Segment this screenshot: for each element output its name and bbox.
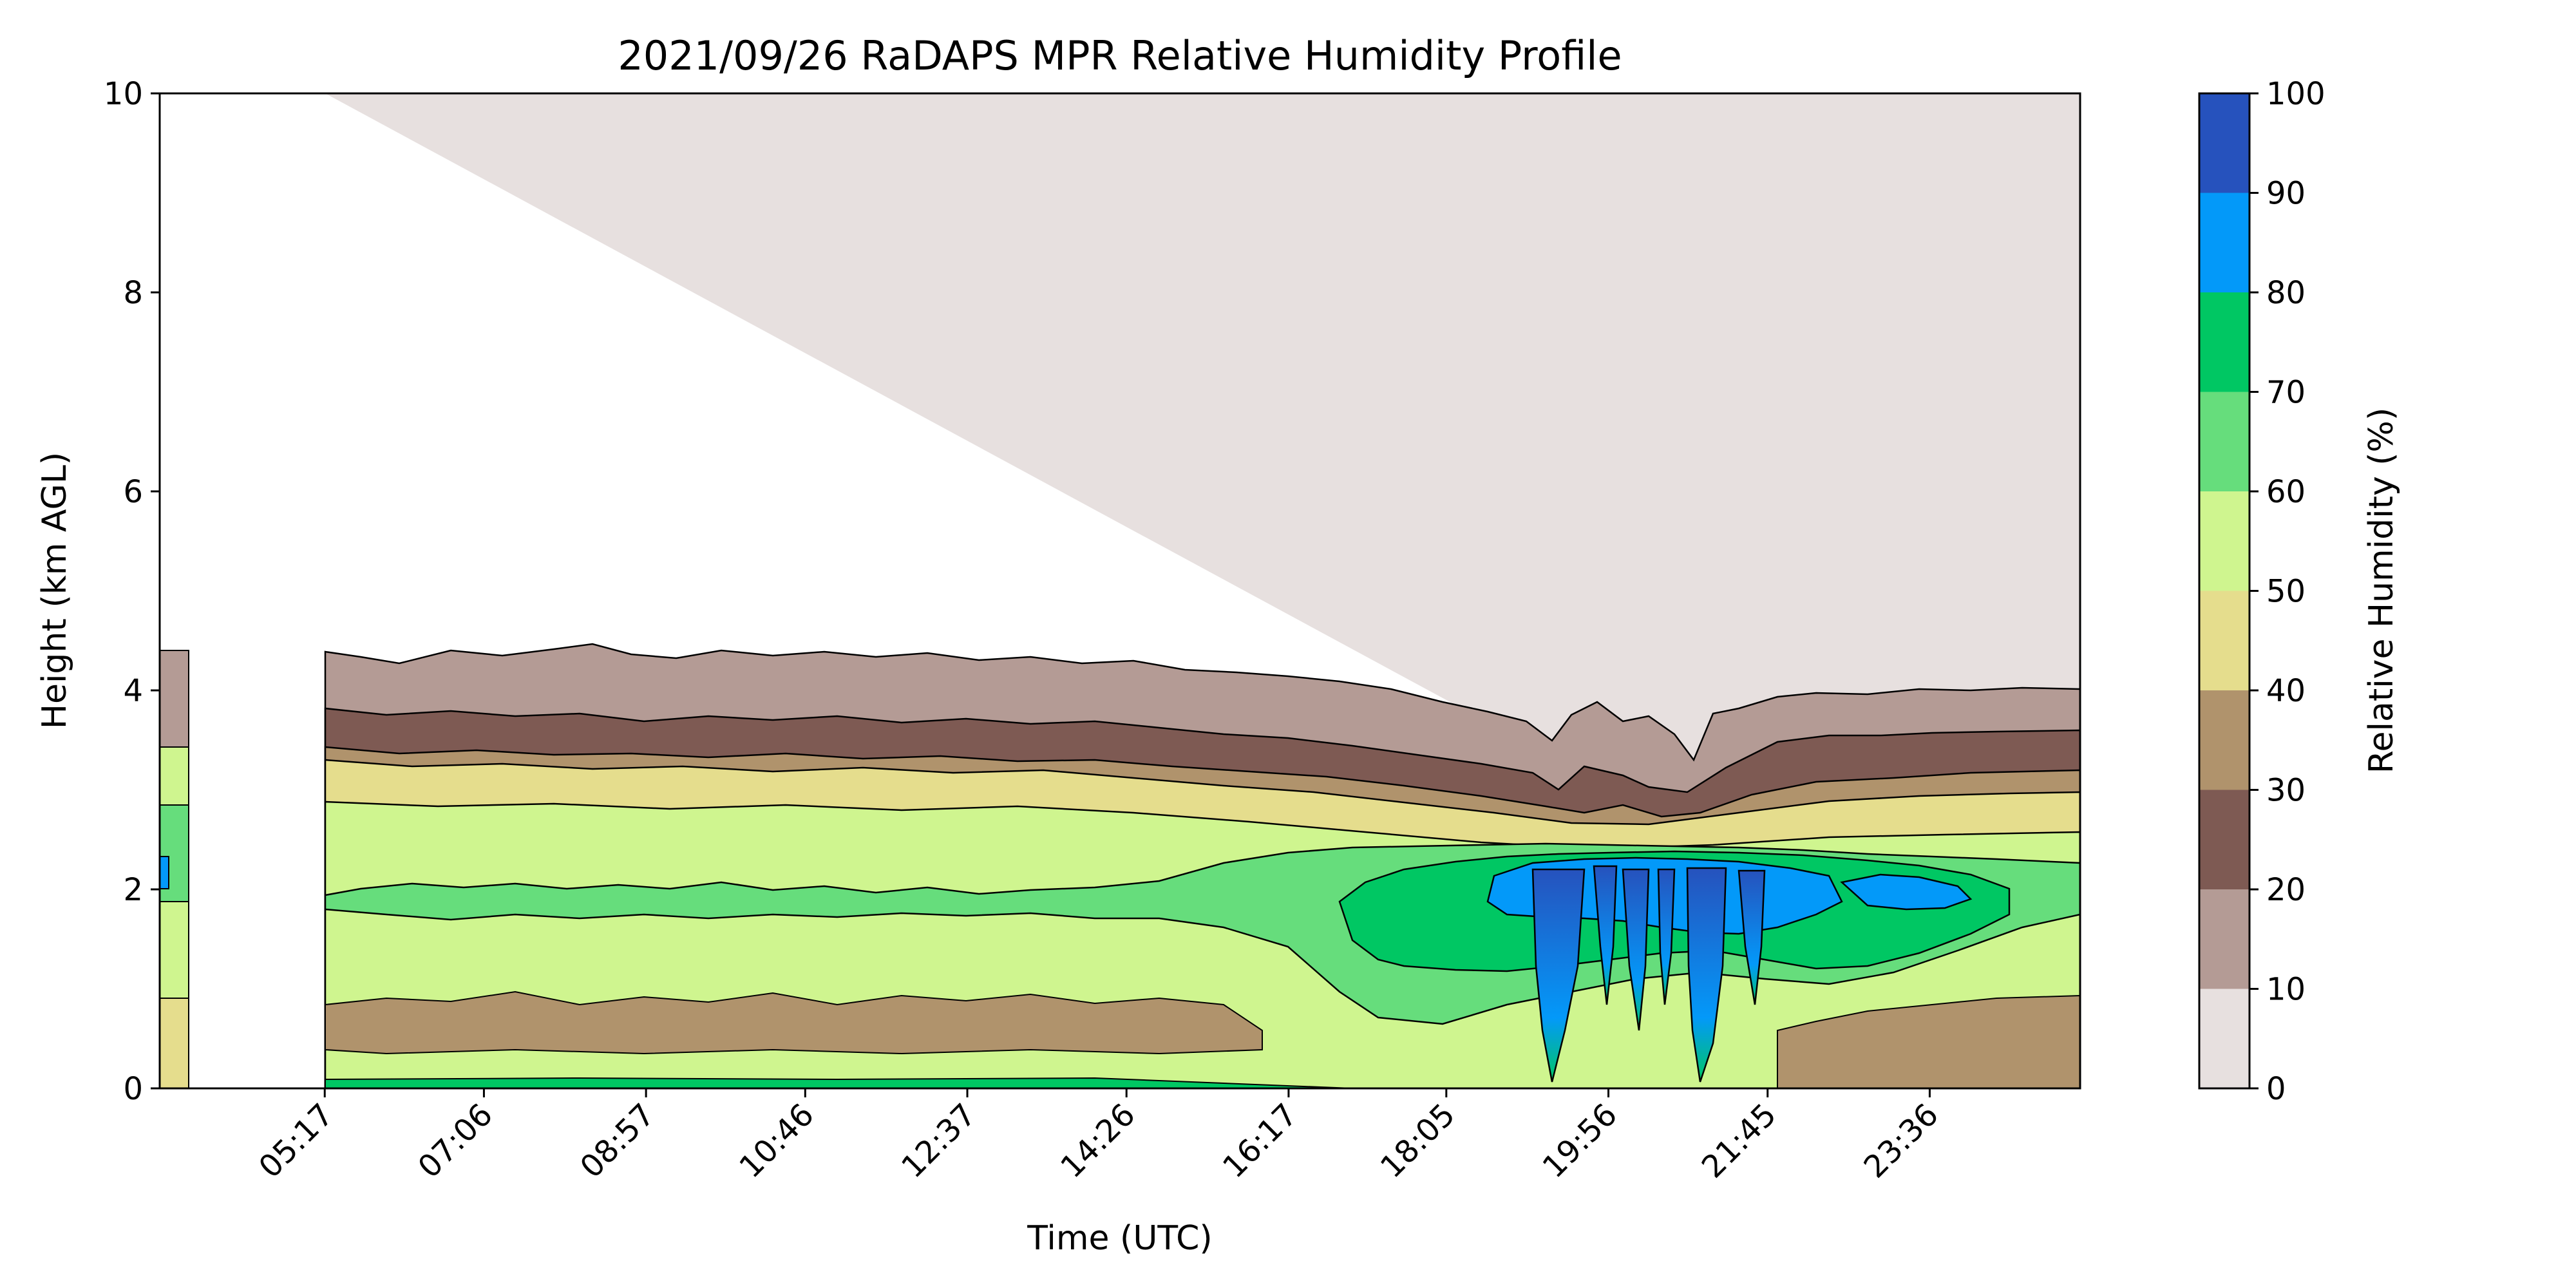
colorbar-tick-label: 50	[2266, 574, 2306, 610]
x-tick-label: 18:05	[1374, 1097, 1462, 1185]
y-axis-label: Height (km AGL)	[35, 452, 74, 729]
wisp-1	[1531, 868, 1586, 1083]
x-tick-label: 16:17	[1216, 1097, 1304, 1185]
colorbar-tick-label: 40	[2266, 673, 2306, 709]
wisp-3	[1622, 868, 1650, 1031]
surface-band-30-40	[325, 990, 1263, 1055]
y-tick-label: 4	[123, 673, 143, 709]
colorbar-swatch	[2199, 889, 2249, 989]
colorbar-tick-label: 60	[2266, 474, 2306, 510]
surface-band-30-40-right	[1777, 994, 2080, 1088]
surface-band-70-80	[325, 1077, 1353, 1088]
left-strip-brown	[160, 650, 189, 748]
wisp-4	[1657, 868, 1676, 1005]
colorbar-tick-label: 70	[2266, 375, 2306, 411]
colorbar-swatch	[2199, 989, 2249, 1088]
y-tick-label: 8	[123, 275, 143, 311]
colorbar-swatch	[2199, 392, 2249, 491]
colorbar-tick-label: 0	[2266, 1071, 2286, 1107]
x-tick-label: 05:17	[252, 1097, 340, 1185]
chart-title: 2021/09/26 RaDAPS MPR Relative Humidity …	[618, 32, 1622, 79]
y-axis: 0 2 4 6 8 10	[104, 76, 160, 1107]
x-tick-label: 14:26	[1054, 1097, 1142, 1185]
y-tick-label: 6	[123, 474, 143, 510]
colorbar-swatch	[2199, 491, 2249, 591]
x-axis-label: Time (UTC)	[1027, 1219, 1212, 1258]
plot-area	[160, 93, 2080, 1088]
x-tick-label: 19:56	[1536, 1097, 1624, 1185]
colorbar-swatch	[2199, 591, 2249, 690]
y-tick-label: 0	[123, 1071, 143, 1107]
x-tick-label: 07:06	[411, 1097, 499, 1185]
colorbar: 0 10 20 30 40 50 60 70 80 90 100	[2198, 76, 2325, 1107]
colorbar-swatch	[2199, 193, 2249, 292]
x-tick-label: 21:45	[1695, 1097, 1783, 1185]
colorbar-swatch	[2199, 292, 2249, 392]
surface-layers	[325, 990, 2080, 1088]
colorbar-tick-label: 30	[2266, 773, 2306, 809]
x-axis: 05:17 07:06 08:57 10:46 12:37 14:26 16:17 18:05…	[252, 1088, 1946, 1185]
x-tick-label: 12:37	[895, 1097, 983, 1185]
plot-frame	[158, 92, 2081, 1090]
colorbar-swatch	[2199, 790, 2249, 889]
saturated-columns	[1531, 865, 1766, 1083]
colorbar-label: Relative Humidity (%)	[2362, 408, 2401, 774]
y-tick-label: 2	[123, 872, 143, 908]
left-strip-tan	[160, 998, 189, 1088]
colorbar-tick-label: 10	[2266, 972, 2306, 1008]
wisp-6	[1738, 869, 1766, 1005]
left-data-strip	[160, 650, 189, 1088]
contour-band-80-90-right	[1840, 873, 1973, 911]
left-strip-blue	[160, 856, 169, 889]
x-tick-label: 23:36	[1857, 1097, 1946, 1185]
x-tick-label: 08:57	[573, 1097, 661, 1185]
colorbar-swatch	[2199, 690, 2249, 790]
colorbar-tick-label: 20	[2266, 872, 2306, 908]
y-tick-label: 10	[104, 76, 143, 112]
x-tick-label: 10:46	[732, 1097, 820, 1185]
colorbar-tick-label: 80	[2266, 275, 2306, 311]
colorbar-tick-label: 100	[2266, 76, 2325, 112]
colorbar-tick-label: 90	[2266, 176, 2306, 212]
colorbar-swatch	[2199, 93, 2249, 193]
wisp-5	[1686, 867, 1727, 1083]
wisp-2	[1593, 865, 1618, 1005]
